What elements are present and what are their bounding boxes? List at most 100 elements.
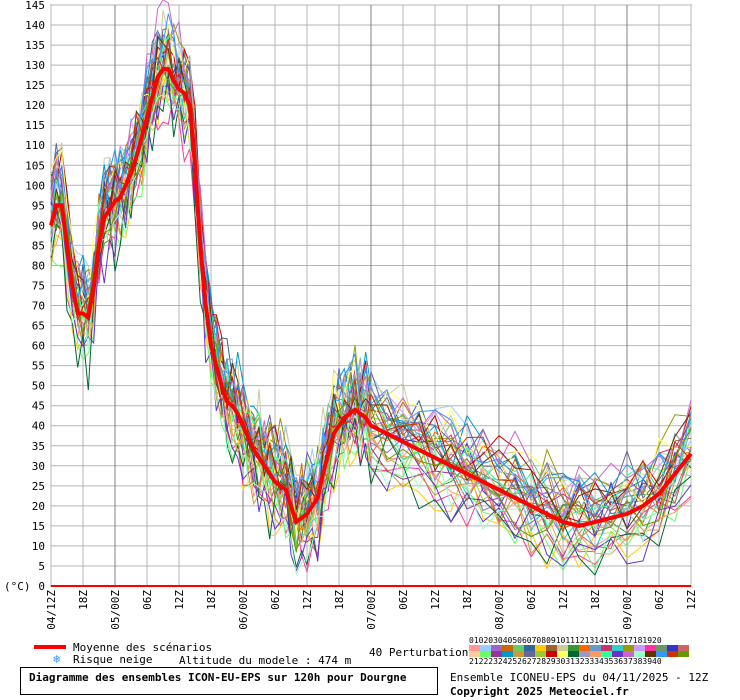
- perturbation-line: [50, 0, 692, 516]
- perturbation-swatch: [546, 651, 557, 657]
- mean-series-line: [49, 67, 693, 528]
- perturbation-swatch: [634, 651, 645, 657]
- perturbation-swatch: [469, 645, 480, 651]
- y-tick-label: 65: [32, 320, 45, 333]
- mean-legend-swatch: [34, 645, 66, 649]
- perturbation-line: [50, 66, 692, 576]
- perturbation-swatch: [491, 645, 502, 651]
- x-tick-label: 18Z: [205, 590, 218, 610]
- x-tick-label: 06Z: [397, 590, 410, 610]
- pert-swatch-row1: [469, 645, 689, 651]
- y-tick-label: 130: [25, 59, 45, 72]
- perturbation-swatch: [513, 651, 524, 657]
- x-tick-label: 12Z: [301, 590, 314, 610]
- y-tick-label: 50: [32, 380, 45, 393]
- x-tick-label: 06/00Z: [237, 590, 250, 630]
- y-tick-label: 60: [32, 340, 45, 353]
- perturbation-swatch: [656, 651, 667, 657]
- perturbations-label: 40 Perturbations: [369, 646, 475, 659]
- x-tick-label: 06Z: [525, 590, 538, 610]
- perturbation-swatch: [535, 651, 546, 657]
- y-tick-label: 95: [32, 199, 45, 212]
- perturbation-swatch: [480, 651, 491, 657]
- perturbation-swatch: [612, 645, 623, 651]
- y-tick-label: 75: [32, 279, 45, 292]
- perturbation-swatch: [568, 651, 579, 657]
- y-tick-label: 85: [32, 239, 45, 252]
- x-tick-label: 09/00Z: [621, 590, 634, 630]
- x-tick-label: 12Z: [173, 590, 186, 610]
- pert-swatch-row2: [469, 651, 689, 657]
- x-tick-label: 12Z: [429, 590, 442, 610]
- y-tick-label: 35: [32, 440, 45, 453]
- perturbation-swatch: [590, 645, 601, 651]
- ensemble-chart: 0 5 10 15 20 25 30 35 40 45 50 55 60 65 70 75 80 85 90 95 10…: [4, 0, 698, 630]
- perturbation-swatch: [623, 645, 634, 651]
- perturbation-swatch: [667, 645, 678, 651]
- y-tick-label: 135: [25, 39, 45, 52]
- x-tick-label: 06Z: [141, 590, 154, 610]
- perturbation-swatch: [645, 645, 656, 651]
- perturbation-swatch: [678, 651, 689, 657]
- y-tick-label: 90: [32, 219, 45, 232]
- mean-line: [49, 67, 693, 528]
- y-tick-label: 110: [25, 139, 45, 152]
- x-axis: 04/12Z 18Z 05/00Z 06Z 12Z 18Z 06/00Z 06Z 12Z 18Z 0…: [45, 590, 698, 630]
- y-tick-label: 140: [25, 19, 45, 32]
- altitude-label: Altitude du modele : 474 m: [179, 654, 352, 667]
- x-tick-label: 04/12Z: [45, 590, 58, 630]
- y-tick-label: 0: [38, 580, 45, 593]
- perturbation-swatch: [535, 645, 546, 651]
- pert-numbers-row1: 0102030405060708091011121314151617181920: [469, 636, 662, 645]
- y-tick-label: 100: [25, 179, 45, 192]
- x-tick-label: 18Z: [589, 590, 602, 610]
- perturbation-swatch: [513, 645, 524, 651]
- x-tick-label: 12Z: [557, 590, 570, 610]
- y-tick-label: 70: [32, 300, 45, 313]
- perturbation-swatch: [590, 651, 601, 657]
- perturbation-line: [50, 28, 692, 522]
- perturbation-line: [50, 13, 692, 517]
- perturbation-swatch: [601, 645, 612, 651]
- y-tick-label: 125: [25, 79, 45, 92]
- perturbation-line: [50, 25, 692, 531]
- y-tick-label: 15: [32, 520, 45, 533]
- x-tick-label: 18Z: [461, 590, 474, 610]
- chart-title: Diagramme des ensembles ICON-EU-EPS sur …: [29, 671, 407, 684]
- perturbation-swatch: [634, 645, 645, 651]
- y-tick-label: 20: [32, 500, 45, 513]
- x-tick-label: 06Z: [269, 590, 282, 610]
- perturbation-swatch: [667, 651, 678, 657]
- y-tick-label: 80: [32, 259, 45, 272]
- perturbation-line: [50, 85, 692, 573]
- x-tick-label: 18Z: [333, 590, 346, 610]
- y-tick-label: 115: [25, 119, 45, 132]
- x-tick-label: 06Z: [653, 590, 666, 610]
- perturbation-swatch: [557, 645, 568, 651]
- y-tick-label: 55: [32, 360, 45, 373]
- y-tick-label: 30: [32, 460, 45, 473]
- perturbation-swatch: [579, 651, 590, 657]
- y-tick-label: 25: [32, 480, 45, 493]
- snowflake-icon: ❄: [53, 652, 61, 666]
- y-tick-label: 45: [32, 400, 45, 413]
- perturbation-swatch: [524, 645, 535, 651]
- perturbation-swatch: [557, 651, 568, 657]
- y-axis-unit: (°C): [4, 580, 31, 593]
- perturbation-swatch: [601, 651, 612, 657]
- perturbation-swatch: [656, 645, 667, 651]
- y-axis: 0 5 10 15 20 25 30 35 40 45 50 55 60 65 70 75 80 85 90 95 10…: [25, 0, 45, 593]
- y-tick-label: 40: [32, 420, 45, 433]
- perturbation-swatch: [469, 651, 480, 657]
- perturbation-swatch: [502, 645, 513, 651]
- perturbation-line: [50, 48, 692, 533]
- x-tick-label: 18Z: [77, 590, 90, 610]
- x-tick-label: 08/00Z: [493, 590, 506, 630]
- perturbation-swatch: [678, 645, 689, 651]
- x-tick-label: 07/00Z: [365, 590, 378, 630]
- perturbation-swatch: [568, 645, 579, 651]
- run-info: Ensemble ICONEU-EPS du 04/11/2025 - 12Z: [450, 671, 709, 684]
- perturbation-swatch: [491, 651, 502, 657]
- perturbation-legend: 0102030405060708091011121314151617181920…: [469, 636, 689, 666]
- mean-legend-label: Moyenne des scénarios: [73, 641, 213, 654]
